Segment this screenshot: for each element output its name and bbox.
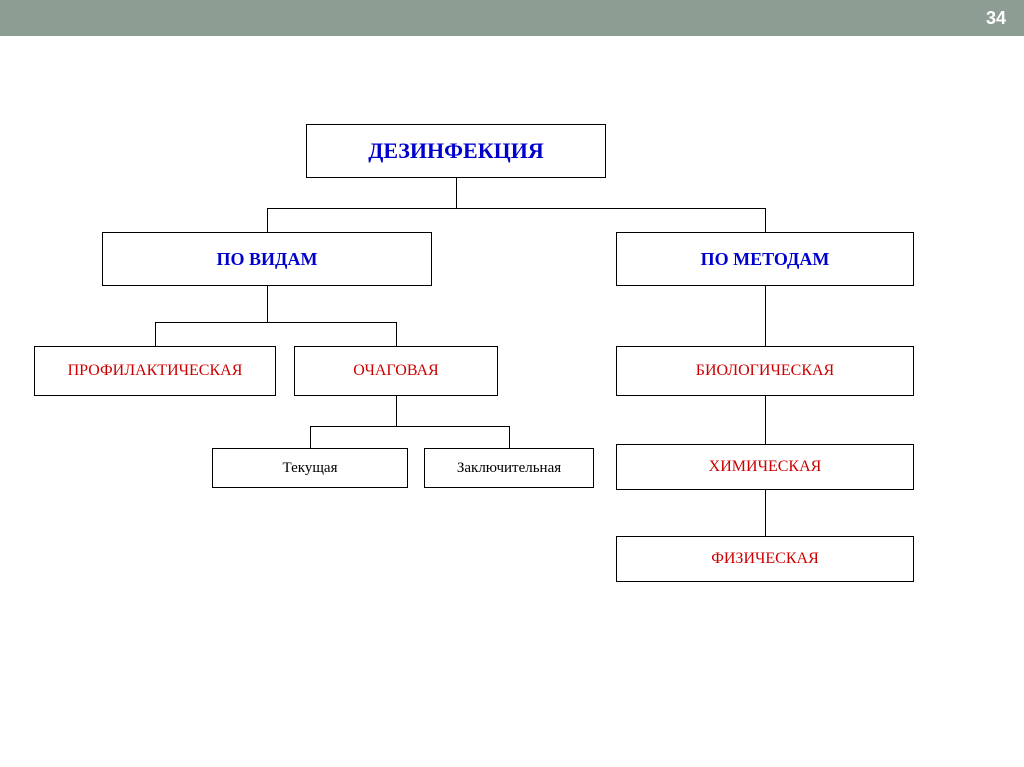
page-number: 34 [986, 8, 1006, 29]
edge-segment [396, 396, 397, 427]
edge-segment [155, 322, 397, 323]
edge-segment [155, 322, 156, 347]
node-by_method: ПО МЕТОДАМ [616, 232, 914, 286]
header-bar: 34 [0, 0, 1024, 36]
node-ochag: ОЧАГОВАЯ [294, 346, 498, 396]
edge-segment [267, 208, 268, 233]
edge-segment [267, 286, 268, 323]
edge-segment [509, 426, 510, 449]
edge-segment [765, 490, 766, 537]
edge-segment [765, 208, 766, 233]
edge-segment [456, 178, 457, 209]
node-phys: ФИЗИЧЕСКАЯ [616, 536, 914, 582]
node-root: ДЕЗИНФЕКЦИЯ [306, 124, 606, 178]
node-prophyl: ПРОФИЛАКТИЧЕСКАЯ [34, 346, 276, 396]
edge-segment [310, 426, 311, 449]
edge-segment [765, 286, 766, 347]
node-current: Текущая [212, 448, 408, 488]
node-by_type: ПО ВИДАМ [102, 232, 432, 286]
edge-segment [310, 426, 510, 427]
edge-segment [267, 208, 766, 209]
node-chem: ХИМИЧЕСКАЯ [616, 444, 914, 490]
node-bio: БИОЛОГИЧЕСКАЯ [616, 346, 914, 396]
node-final: Заключительная [424, 448, 594, 488]
edge-segment [765, 396, 766, 445]
edge-segment [396, 322, 397, 347]
